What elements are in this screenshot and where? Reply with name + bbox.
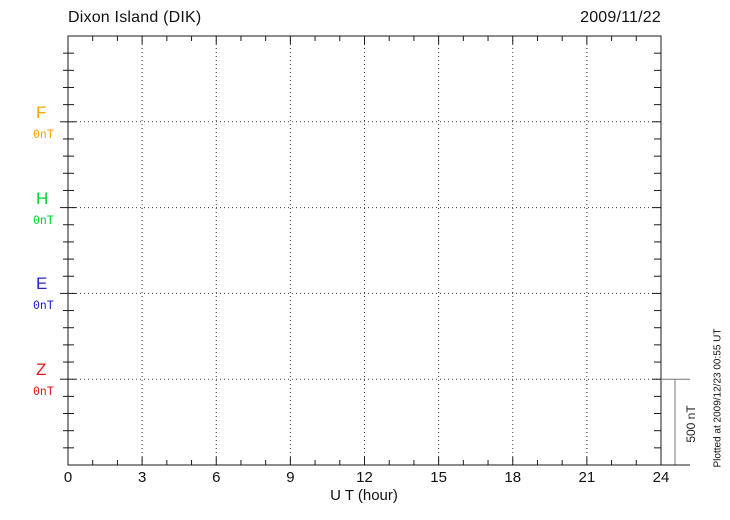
plot-frame (67, 35, 662, 466)
scale-bar-label: 500 nT (684, 405, 698, 443)
component-label-F: F (36, 102, 47, 122)
plotted-timestamp-note: Plotted at 2009/12/23 00:55 UT (712, 328, 724, 468)
x-tick-label-18: 18 (504, 469, 522, 486)
x-tick-label-15: 15 (430, 469, 447, 486)
component-label-E: E (36, 274, 48, 294)
x-tick-label-12: 12 (356, 469, 373, 486)
component-baseline-value-E: 0nT (33, 298, 54, 313)
x-tick-label-24: 24 (652, 469, 670, 486)
component-baseline-value-F: 0nT (33, 126, 54, 141)
component-baseline-value-Z: 0nT (33, 384, 54, 399)
x-tick-label-0: 0 (63, 469, 73, 486)
component-label-Z: Z (36, 360, 47, 380)
page-title: Dixon Island (DIK) (68, 9, 202, 26)
x-tick-label-3: 3 (137, 469, 147, 486)
plot-date: 2009/11/22 (580, 9, 661, 26)
component-baseline-value-H: 0nT (33, 212, 54, 227)
component-label-H: H (36, 188, 49, 208)
x-axis-title: U T (hour) (330, 487, 398, 504)
x-tick-label-9: 9 (286, 469, 295, 486)
x-tick-label-21: 21 (578, 469, 596, 486)
x-tick-label-6: 6 (212, 469, 221, 486)
